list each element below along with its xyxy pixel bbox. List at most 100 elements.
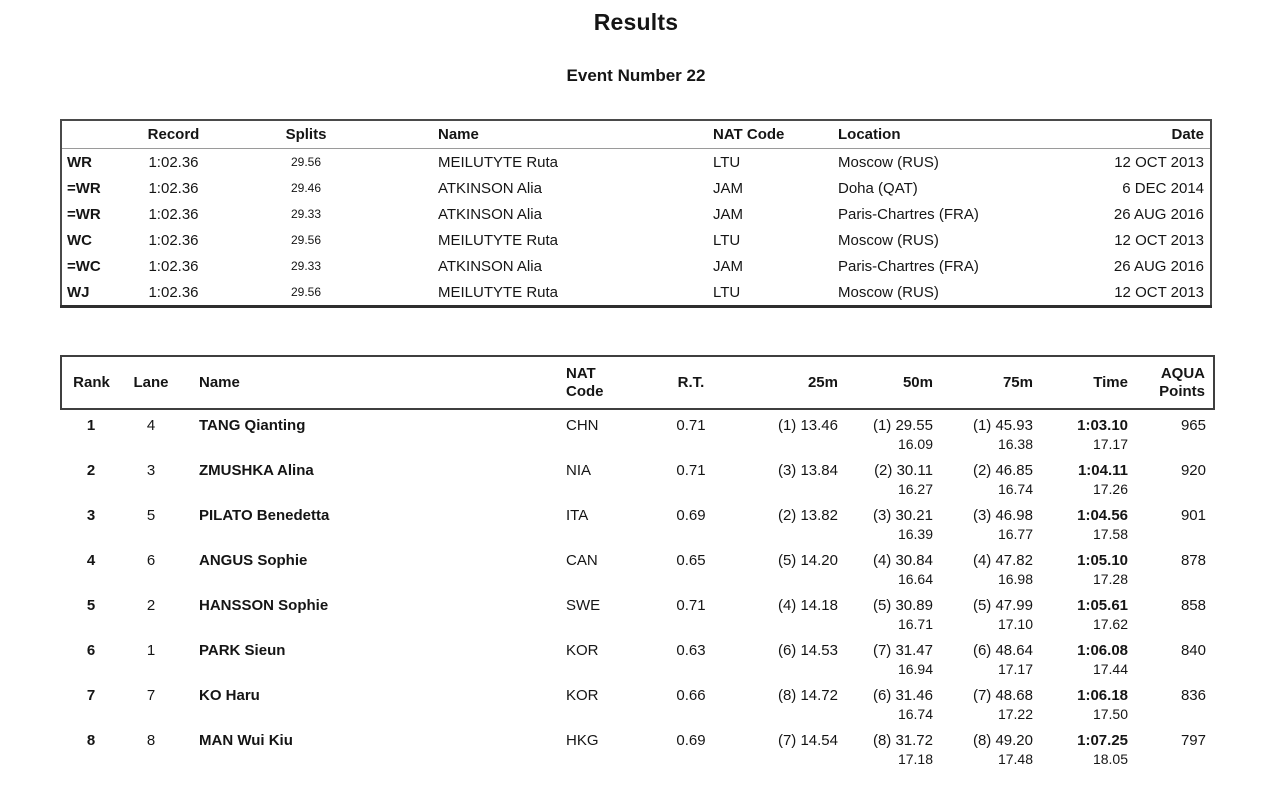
final-time-value: 1:07.25 (1077, 732, 1128, 749)
result-row: 4 6 ANGUS Sophie CAN 0.65 (5) 14.20 (4) … (61, 545, 1214, 590)
reaction-time-cell: 0.71 (676, 417, 706, 434)
split-50m-cell: (8) 31.72 17.18 (846, 725, 941, 770)
record-type-cell: WR (67, 153, 92, 171)
result-row: 8 8 MAN Wui Kiu HKG 0.69 (7) 14.54 (8) 3… (61, 725, 1214, 770)
swimmer-name-cell: MAN Wui Kiu (199, 732, 293, 749)
record-date-cell: 26 AUG 2016 (1113, 257, 1204, 275)
record-row: =WR 1:02.36 29.46 ATKINSON Alia JAM Doha… (61, 175, 1211, 201)
final-time-cell: 1:05.10 17.28 (1041, 545, 1136, 590)
record-time-cell: 1:02.36 (148, 153, 199, 171)
final-time-value: 1:03.10 (1077, 417, 1128, 434)
lane-cell: 3 (146, 462, 156, 479)
reaction-time-cell: 0.71 (676, 597, 706, 614)
split-75m-cell: (6) 48.64 17.17 (941, 635, 1041, 680)
location-header: Location (796, 120, 1096, 149)
lane-cell: 7 (146, 687, 156, 704)
rank-cell: 7 (86, 687, 96, 704)
record-location-cell: Doha (QAT) (838, 179, 918, 197)
rank-cell: 4 (86, 552, 96, 569)
aqua-points-cell: 901 (1180, 507, 1206, 524)
aqua-points-cell: 858 (1180, 597, 1206, 614)
final-time-value: 1:04.11 (1077, 462, 1128, 479)
swimmer-name-cell: KO Haru (199, 687, 260, 704)
nat-code-cell: ITA (566, 507, 589, 524)
split-25m-cell: (5) 14.20 (777, 552, 838, 569)
results-table: Rank Lane Name NAT Code R.T. 25m 50m 75m… (60, 355, 1215, 770)
record-nat-cell: LTU (713, 153, 741, 171)
records-table: Record Splits Name NAT Code Location Dat… (60, 119, 1212, 308)
aqua-points-header: AQUA Points (1159, 364, 1205, 400)
record-time-cell: 1:02.36 (148, 179, 199, 197)
swimmer-name-cell: ANGUS Sophie (199, 552, 308, 569)
rank-cell: 3 (86, 507, 96, 524)
final-lap-value: 17.28 (1092, 571, 1128, 587)
record-nat-cell: LTU (713, 283, 741, 301)
split-50m-lap: 16.71 (897, 616, 933, 632)
split-75m-cell: (4) 47.82 16.98 (941, 545, 1041, 590)
record-date-cell: 12 OCT 2013 (1114, 153, 1204, 171)
aqua-points-cell: 840 (1180, 642, 1206, 659)
split-75m-cell: (7) 48.68 17.22 (941, 680, 1041, 725)
split-50m-value: (6) 31.46 (872, 687, 933, 704)
records-header-row: Record Splits Name NAT Code Location Dat… (61, 120, 1211, 149)
aqua-points-cell: 836 (1180, 687, 1206, 704)
record-splits-cell: 29.56 (290, 155, 322, 169)
name-header: Name (199, 373, 240, 391)
rank-cell: 1 (86, 417, 96, 434)
swimmer-name-cell: PILATO Benedetta (199, 507, 330, 524)
split-25m-cell: (2) 13.82 (777, 507, 838, 524)
record-nat-cell: JAM (713, 257, 743, 275)
name-header: Name (396, 120, 671, 149)
split-50m-cell: (1) 29.55 16.09 (846, 409, 941, 455)
record-holder-cell: ATKINSON Alia (438, 257, 542, 275)
lane-cell: 8 (146, 732, 156, 749)
lane-cell: 6 (146, 552, 156, 569)
record-holder-cell: ATKINSON Alia (438, 179, 542, 197)
record-location-cell: Moscow (RUS) (838, 283, 939, 301)
record-date-cell: 12 OCT 2013 (1114, 231, 1204, 249)
nat-code-cell: CHN (566, 417, 599, 434)
final-time-value: 1:06.08 (1077, 642, 1128, 659)
nat-code-cell: SWE (566, 597, 601, 614)
reaction-time-cell: 0.63 (676, 642, 706, 659)
record-type-header (61, 120, 131, 149)
final-lap-value: 17.17 (1092, 436, 1128, 452)
reaction-time-cell: 0.71 (676, 462, 706, 479)
record-location-cell: Moscow (RUS) (838, 231, 939, 249)
lane-cell: 5 (146, 507, 156, 524)
record-splits-cell: 29.56 (290, 233, 322, 247)
split-50m-lap: 16.64 (897, 571, 933, 587)
swimmer-name-cell: TANG Qianting (199, 417, 306, 434)
split-75m-cell: (8) 49.20 17.48 (941, 725, 1041, 770)
aqua-points-cell: 878 (1180, 552, 1206, 569)
split-75m-lap: 16.38 (997, 436, 1033, 452)
split-50m-value: (2) 30.11 (874, 462, 933, 479)
records-table-header: Record Splits Name NAT Code Location Dat… (61, 120, 1211, 149)
record-time-cell: 1:02.36 (148, 231, 199, 249)
reaction-time-cell: 0.66 (676, 687, 706, 704)
split-50m-lap: 17.18 (897, 751, 933, 767)
swimmer-name-cell: ZMUSHKA Alina (199, 462, 314, 479)
record-type-cell: WJ (67, 283, 90, 301)
rank-header: Rank (73, 373, 110, 391)
record-date-cell: 26 AUG 2016 (1113, 205, 1204, 223)
nat-code-header: NAT Code (671, 120, 796, 149)
record-splits-cell: 29.46 (290, 181, 322, 195)
date-header: Date (1096, 120, 1211, 149)
split-75m-cell: (2) 46.85 16.74 (941, 455, 1041, 500)
split-75m-lap: 17.17 (997, 661, 1033, 677)
result-row: 3 5 PILATO Benedetta ITA 0.69 (2) 13.82 … (61, 500, 1214, 545)
split-50m-cell: (6) 31.46 16.74 (846, 680, 941, 725)
split-75m-header: 75m (1002, 373, 1033, 391)
record-time-cell: 1:02.36 (148, 257, 199, 275)
split-50m-value: (7) 31.47 (872, 642, 933, 659)
record-row: =WC 1:02.36 29.33 ATKINSON Alia JAM Pari… (61, 253, 1211, 279)
split-25m-cell: (3) 13.84 (777, 462, 838, 479)
record-row: WR 1:02.36 29.56 MEILUTYTE Ruta LTU Mosc… (61, 149, 1211, 176)
result-row: 6 1 PARK Sieun KOR 0.63 (6) 14.53 (7) 31… (61, 635, 1214, 680)
page-title: Results (593, 9, 679, 35)
split-25m-cell: (7) 14.54 (777, 732, 838, 749)
nat-code-cell: KOR (566, 642, 599, 659)
record-splits-cell: 29.56 (290, 285, 322, 299)
final-time-cell: 1:04.56 17.58 (1041, 500, 1136, 545)
